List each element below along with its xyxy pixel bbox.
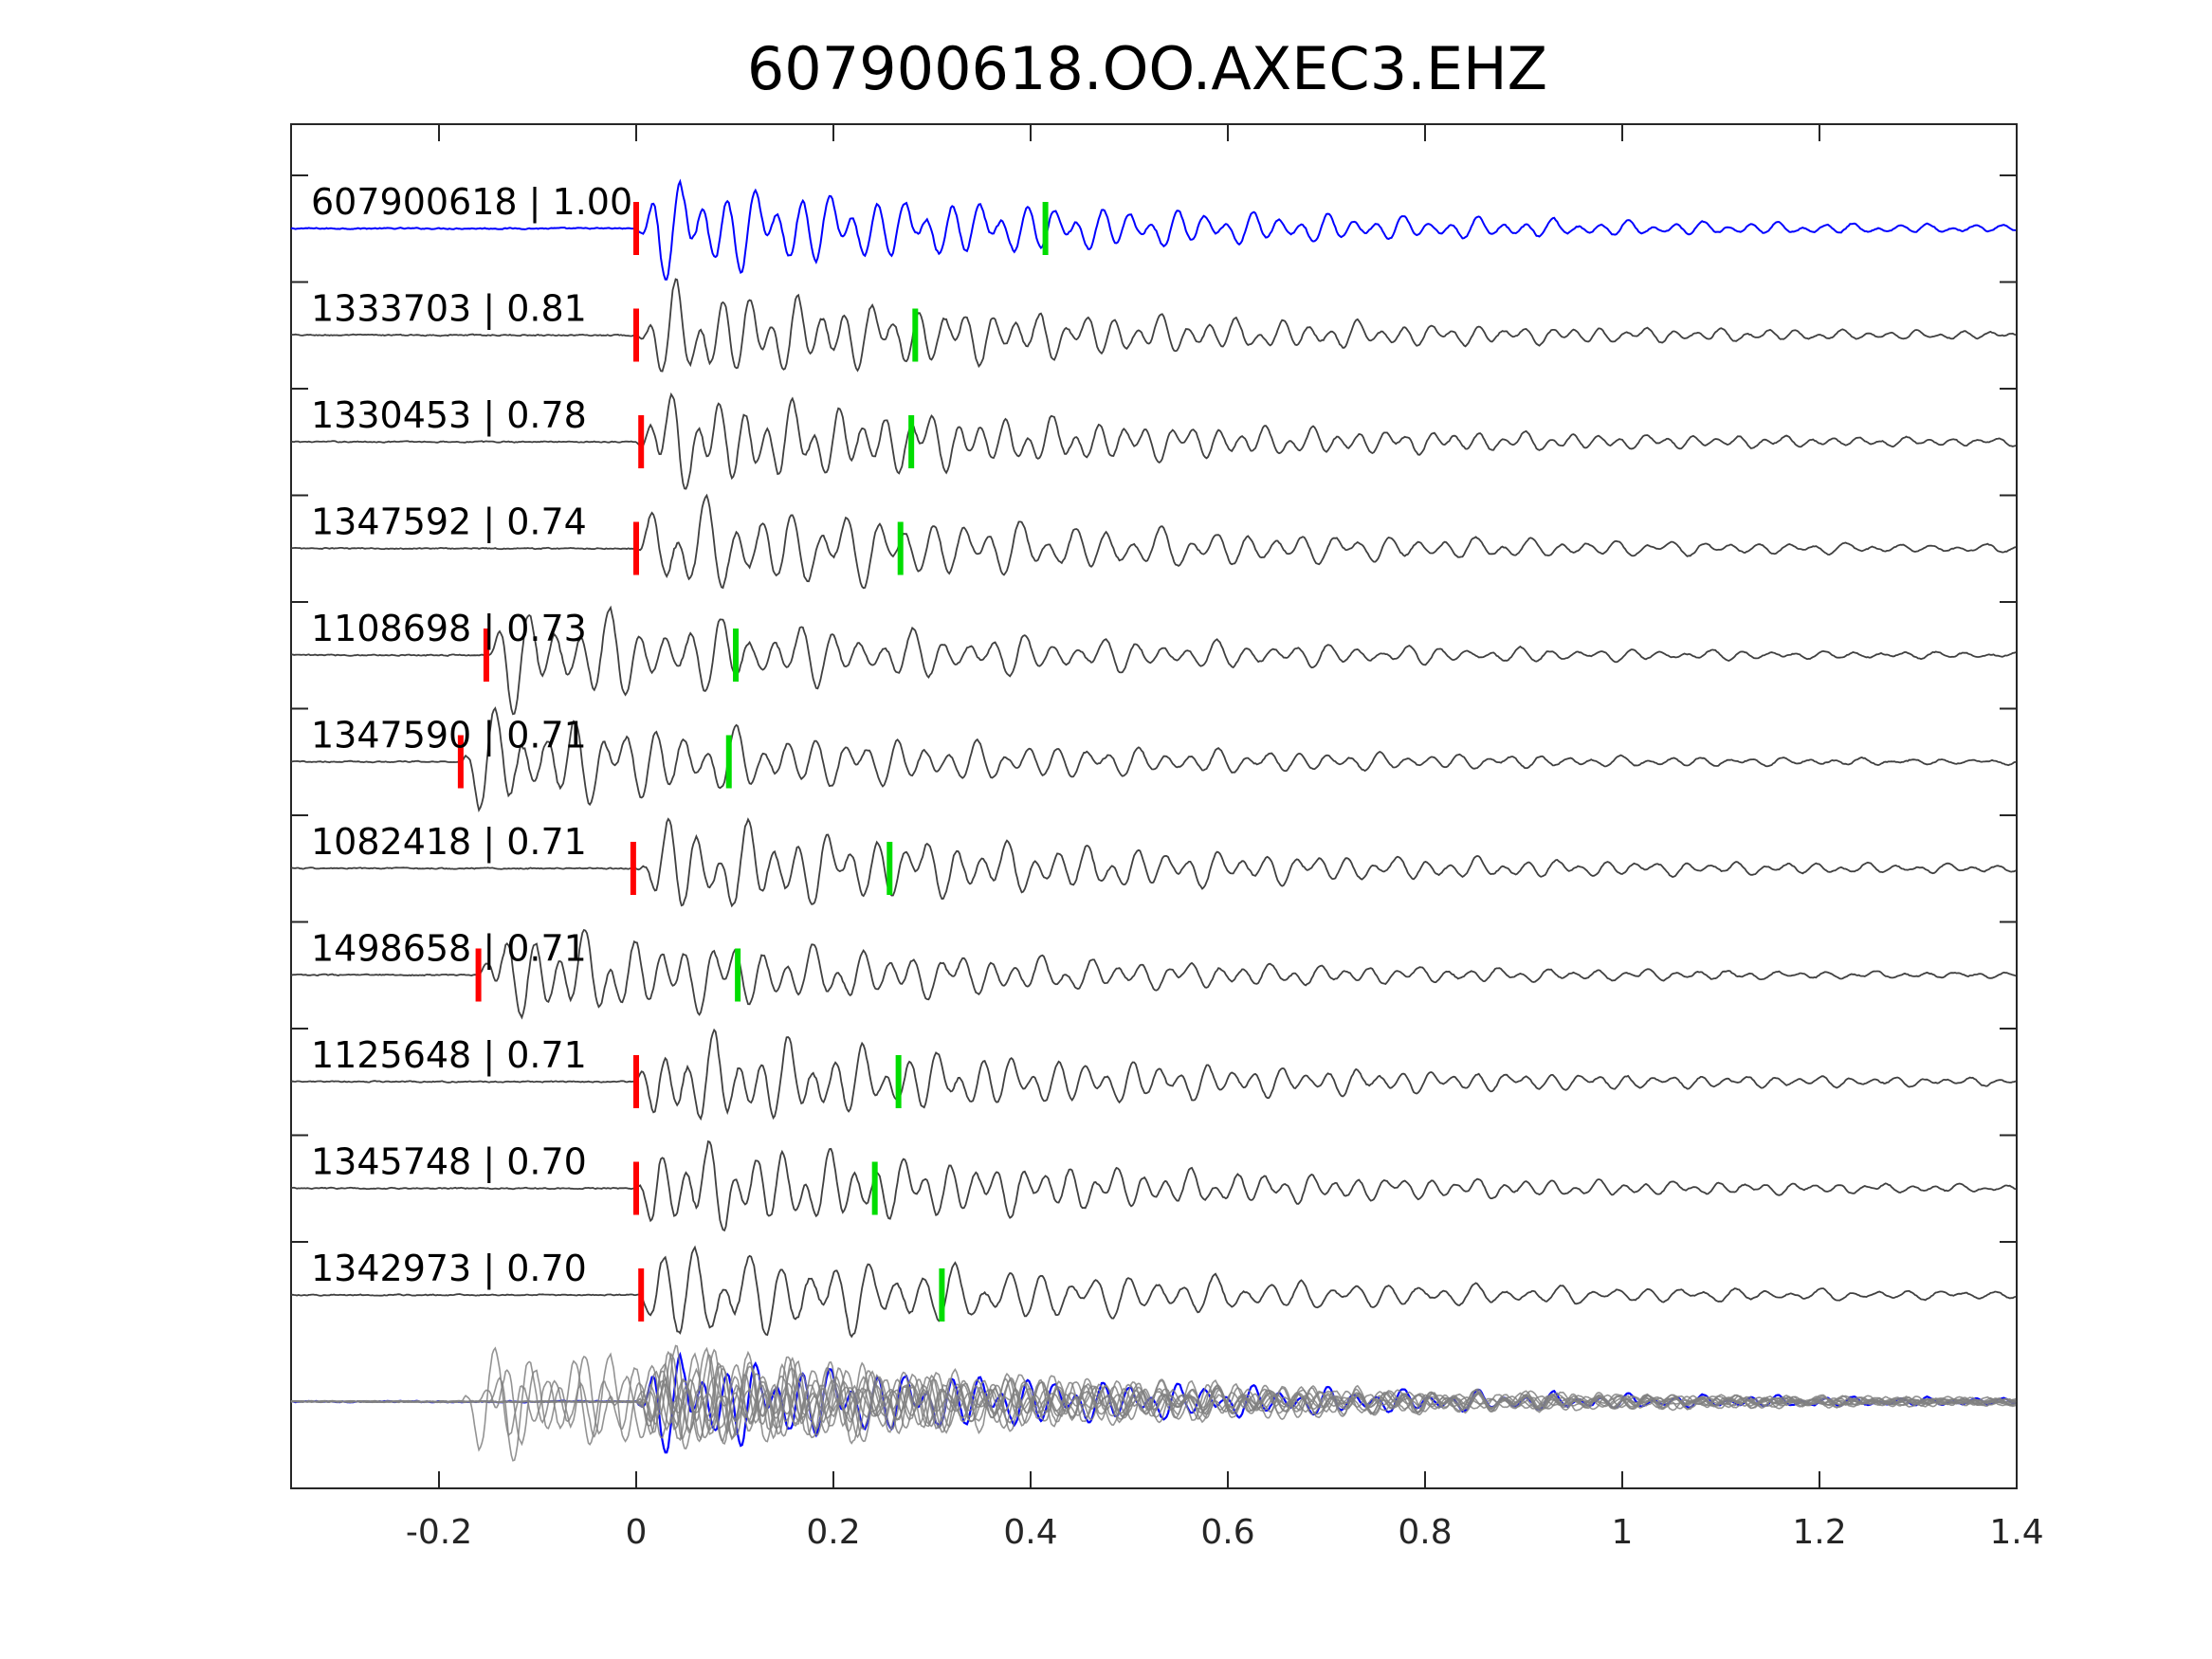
trace-1125648 [290,1028,2017,1121]
x-axis: -0.2 0 0.2 0.4 0.6 0.8 1 1.2 1.4 [291,124,2044,1552]
trace-1347590 [290,706,2017,812]
plot-area [290,123,2018,1489]
trace-label-1082418: 1082418 | 0.71 [311,821,587,864]
x-tick-label: 0.2 [806,1513,860,1552]
trace-label-1347590: 1347590 | 0.71 [311,715,587,757]
trace-1082418 [290,817,2017,908]
trace-1330453 [290,392,2017,490]
trace-1108698 [290,605,2017,716]
x-tick-label: 0.4 [1003,1513,1057,1552]
trace-1333703 [290,278,2017,373]
stack-overlay [290,1344,2017,1462]
trace-label-1345748: 1345748 | 0.70 [311,1141,587,1184]
axes-frame [290,123,2018,1489]
x-tick-label: 0 [626,1513,648,1552]
stack-trace-1498658 [290,1355,2017,1447]
stack-trace-1342973 [290,1352,2017,1445]
pick-markers [457,202,1049,1322]
trace-1347592 [290,493,2017,590]
trace-label-1342973: 1342973 | 0.70 [311,1248,587,1290]
trace-607900618 [290,178,2017,281]
trace-1345748 [290,1139,2017,1232]
trace-label-1498658: 1498658 | 0.71 [311,928,587,971]
trace-1342973 [290,1245,2017,1339]
x-tick-label: 0.6 [1200,1513,1254,1552]
chart-title: 607900618.OO.AXEC3.EHZ [747,34,1547,103]
x-tick-label: 1.2 [1792,1513,1846,1552]
trace-label-1333703: 1333703 | 0.81 [311,288,587,331]
trace-label-1125648: 1125648 | 0.71 [311,1034,587,1077]
trace-1498658 [290,928,2017,1020]
x-tick-label: 1.4 [1989,1513,2043,1552]
trace-label-1347592: 1347592 | 0.74 [311,501,587,544]
trace-group [290,178,2017,1339]
trace-label-607900618: 607900618 | 1.00 [311,181,632,224]
x-tick-label: 1 [1612,1513,1634,1552]
stack-trace-1108698 [290,1352,2017,1462]
trace-labels: 607900618 | 1.00 1333703 | 0.81 1330453 | … [311,181,632,1290]
trace-label-1108698: 1108698 | 0.73 [311,608,587,650]
x-tick-label: -0.2 [406,1513,472,1552]
x-tick-label: 0.8 [1398,1513,1452,1552]
trace-label-1330453: 1330453 | 0.78 [311,394,587,437]
